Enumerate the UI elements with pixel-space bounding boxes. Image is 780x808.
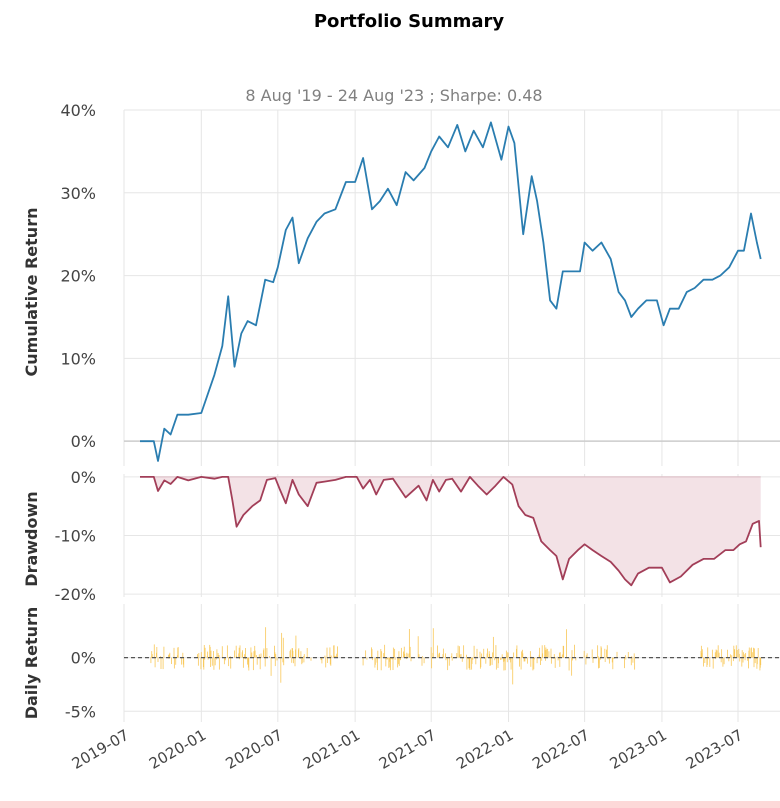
drawdown-layer: [140, 476, 762, 587]
x-tick-label: 2020-07: [223, 726, 286, 773]
x-tick-label: 2021-01: [300, 726, 363, 773]
cumulative-layer: [124, 121, 780, 462]
x-tick-label: 2021-07: [376, 726, 439, 773]
y-tick-label: 0%: [71, 468, 96, 487]
chart-title: Portfolio Summary: [314, 11, 505, 32]
drawdown-ylabel: Drawdown: [22, 491, 41, 586]
x-tick-label: 2020-01: [146, 726, 209, 773]
y-tick-label: 0%: [71, 432, 96, 451]
y-tick-label: -10%: [55, 527, 96, 546]
y-tick-label: 30%: [60, 184, 96, 203]
x-tick-label: 2023-07: [683, 726, 746, 773]
x-tick-label: 2023-01: [607, 726, 670, 773]
y-tick-label: 20%: [60, 267, 96, 286]
x-tick-label: 2022-07: [529, 726, 592, 773]
drawdown-line: [140, 476, 762, 587]
x-tick-label: 2022-01: [453, 726, 516, 773]
drawdown-area: [140, 476, 761, 586]
tick-label-layer: 2019-07 2020-01 2020-07 2021-01 2021-07 2022-…: [55, 101, 746, 773]
cumulative-ylabel: Cumulative Return: [22, 208, 41, 377]
y-tick-label: 40%: [60, 101, 96, 120]
y-tick-label: 0%: [71, 649, 96, 668]
x-tick-label: 2019-07: [69, 726, 132, 773]
y-tick-label: -20%: [55, 585, 96, 604]
y-tick-label: 10%: [60, 349, 96, 368]
daily-return-layer: [124, 627, 780, 685]
daily-ylabel: Daily Return: [22, 607, 41, 720]
cumulative-return-line: [140, 121, 762, 462]
y-tick-label: -5%: [65, 702, 96, 721]
bottom-strip: [0, 801, 780, 808]
chart-subtitle: 8 Aug '19 - 24 Aug '23 ; Sharpe: 0.48: [245, 86, 542, 105]
grid-layer: [123, 109, 780, 722]
